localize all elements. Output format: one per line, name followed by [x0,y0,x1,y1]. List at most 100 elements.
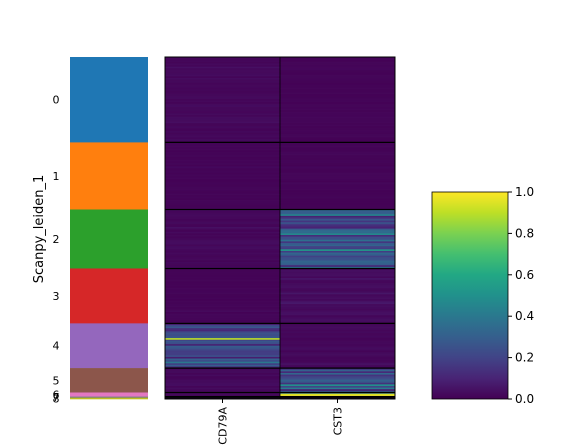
heatmap-stripe [165,336,280,338]
heatmap-stripe [165,270,280,272]
heatmap-stripe [165,368,280,370]
heatmap-stripe [165,214,280,217]
heatmap-stripe [165,219,280,221]
heatmap-stripe [165,323,280,326]
heatmap-stripe [280,171,395,173]
heatmap-stripe [280,191,395,194]
heatmap-stripe [280,254,395,256]
heatmap-stripe [165,166,280,169]
heatmap-stripe [280,371,395,374]
heatmap-stripe [280,175,395,178]
heatmap-stripe [165,250,280,253]
heatmap-stripe [280,336,395,338]
heatmap-stripe [280,270,395,272]
heatmap-stripe [165,289,280,292]
heatmap-stripe [280,255,395,258]
group-label-5: 5 [53,374,60,387]
heatmap-stripe [280,377,395,380]
gene-tick-labels: CD79A CST3 [217,399,345,445]
heatmap-stripe [280,172,395,175]
heatmap-stripe [165,294,280,297]
heatmap-stripe [165,203,280,205]
heatmap-stripe [280,108,395,111]
heatmap-stripe [280,291,395,293]
heatmap-stripe [165,180,280,183]
heatmap-stripe [165,158,280,161]
heatmap-stripe [280,242,395,245]
heatmap-stripe [280,155,395,157]
heatmap-stripe [165,276,280,279]
heatmap-stripe [280,103,395,106]
heatmap-stripe [165,172,280,175]
heatmap-stripe [280,222,395,225]
heatmap-stripe [280,158,395,161]
heatmap-stripe [165,353,280,356]
heatmap-stripe [165,137,280,140]
heatmap-stripe [165,223,280,226]
heatmap-stripe [280,150,395,153]
heatmap-stripe [165,278,280,280]
group-label-1: 1 [53,170,60,183]
heatmap-stripe [165,204,280,207]
heatmap-stripe [280,66,395,69]
heatmap-stripe [280,303,395,306]
heatmap-stripe [165,69,280,72]
heatmap-stripe [280,233,395,236]
heatmap-stripe [165,119,280,122]
heatmap-stripe [280,225,395,228]
heatmap-stripe [280,274,395,277]
heatmap-stripe [165,234,280,237]
heatmap-stripe [165,147,280,149]
heatmap-stripe [165,307,280,310]
heatmap-stripe [280,199,395,202]
group-label-7: 7 [53,391,60,404]
group-label-4: 4 [53,340,60,353]
heatmap-stripe [165,58,280,61]
heatmap-stripe [165,129,280,132]
heatmap-stripe [165,199,280,202]
heatmap-stripe [165,392,280,395]
heatmap-frame [164,56,396,400]
group-bar-7 [70,396,148,399]
heatmap-stripe [165,98,280,101]
heatmap-stripe [165,339,280,342]
heatmap-stripe [165,222,280,225]
heatmap-block-8-CST3 [280,397,395,400]
heatmap-stripe [165,363,280,366]
heatmap-stripe [280,279,395,282]
heatmap-stripe [165,90,280,93]
heatmap-stripe [165,110,280,112]
heatmap-stripe [165,131,280,133]
heatmap-block-4-CST3 [280,323,395,369]
heatmap-stripe [280,190,395,193]
heatmap-stripe [165,344,280,346]
heatmap-stripe [165,358,280,361]
heatmap-stripe [280,76,395,79]
group-label-0: 0 [53,94,60,107]
heatmap-stripe [165,372,280,375]
heatmap-stripe [165,342,280,345]
heatmap-stripe [165,246,280,248]
heatmap-stripe [280,339,395,342]
heatmap-stripe [165,397,280,400]
heatmap-stripe [280,268,395,271]
heatmap-stripe [280,360,395,362]
heatmap-stripe [280,307,395,310]
heatmap-stripe [165,312,280,314]
heatmap-stripe [165,286,280,289]
group-label-2: 2 [53,233,60,246]
heatmap-stripe [165,393,280,396]
heatmap-stripe [280,129,395,132]
heatmap-stripe [165,76,280,79]
heatmap-stripe [165,299,280,301]
group-label-3: 3 [53,290,60,303]
heatmap-stripe [280,276,395,279]
heatmap-stripe [165,230,280,233]
heatmap-stripe [165,326,280,329]
heatmap-stripe [280,258,395,261]
heatmap-stripe [165,86,280,88]
heatmap-stripe [165,118,280,121]
heatmap-stripe [165,135,280,138]
colorbar-tick-label: 1.0 [515,185,534,199]
group-color-bar [70,57,148,400]
